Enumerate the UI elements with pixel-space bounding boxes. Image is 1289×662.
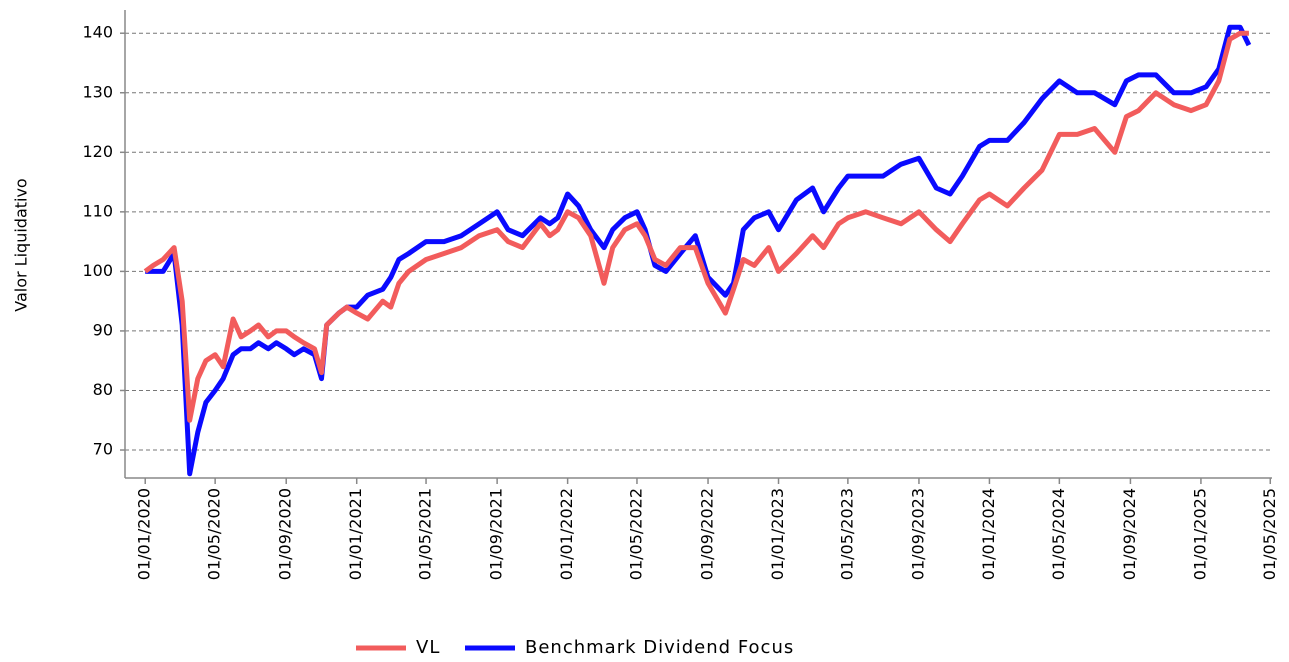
x-tick-label: 01/05/2020 (205, 488, 224, 580)
x-tick-label: 01/01/2023 (768, 488, 787, 580)
series-line (143, 30, 1249, 423)
x-tick-label: 01/09/2023 (908, 488, 927, 580)
x-tick-label: 01/01/2020 (135, 488, 154, 580)
series-line (145, 24, 1252, 477)
x-tick-label: 01/01/2024 (979, 488, 998, 580)
x-tick-label: 01/05/2024 (1049, 488, 1068, 580)
x-tick-label: 01/05/2022 (626, 488, 645, 580)
y-tick-label: 130 (82, 82, 113, 101)
y-axis-label: Valor Liquidativo (12, 178, 31, 311)
y-tick-label: 100 (82, 261, 113, 280)
y-tick-label: 70 (93, 440, 113, 459)
y-tick-label: 90 (93, 320, 113, 339)
x-tick-label: 01/01/2022 (557, 488, 576, 580)
x-tick-label: 01/01/2025 (1190, 488, 1209, 580)
y-tick-label: 120 (82, 142, 113, 161)
x-tick-label: 01/05/2021 (416, 488, 435, 580)
legend-label: Benchmark Dividend Focus (525, 637, 794, 658)
x-tick-label: 01/09/2022 (698, 488, 717, 580)
x-tick-label: 01/09/2020 (276, 488, 295, 580)
x-tick-label: 01/01/2021 (346, 488, 365, 580)
y-tick-label: 80 (93, 380, 113, 399)
legend-label: VL (416, 637, 440, 658)
x-tick-label: 01/05/2023 (837, 488, 856, 580)
x-tick-label: 01/05/2025 (1260, 488, 1279, 580)
y-tick-label: 140 (82, 23, 113, 42)
x-tick-label: 01/09/2024 (1120, 488, 1139, 580)
y-tick-label: 110 (82, 201, 113, 220)
x-tick-label: 01/09/2021 (487, 488, 506, 580)
